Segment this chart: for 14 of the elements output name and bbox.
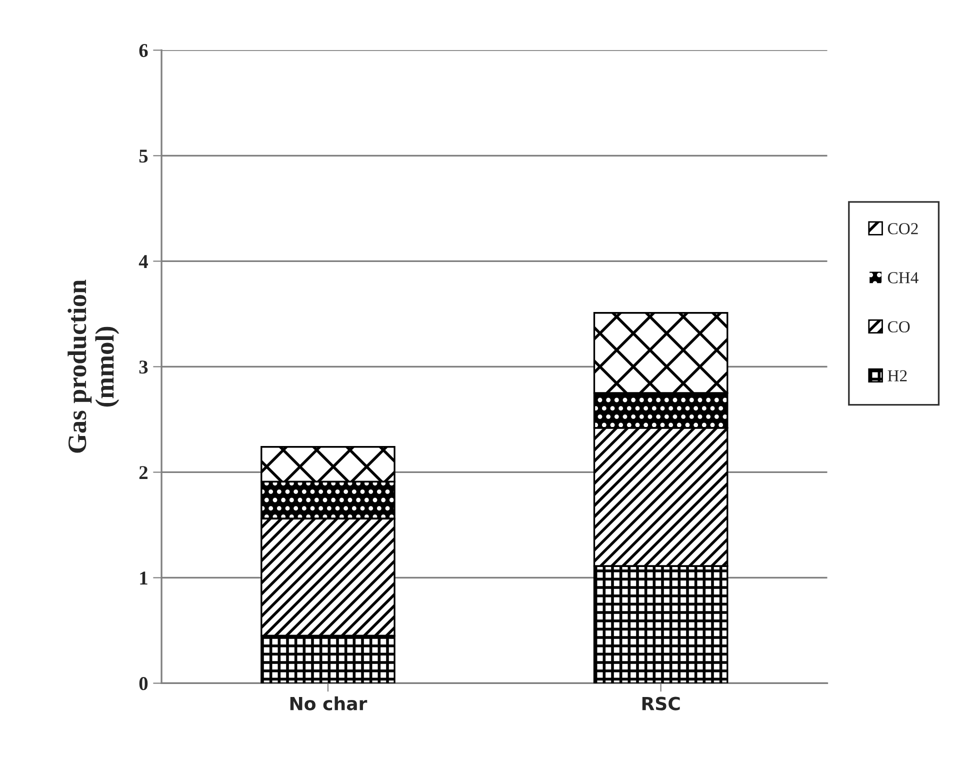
- y-axis-title: Gas production (mmol): [68, 280, 120, 453]
- y-tick-label: 5: [139, 150, 148, 163]
- x-tick-label: RSC: [642, 696, 680, 710]
- y-tick-label: 3: [139, 360, 148, 374]
- legend-label: H2: [888, 370, 907, 382]
- y-tick-label: 6: [139, 44, 148, 58]
- y-tick-label: 4: [138, 255, 148, 268]
- y-tick-label: 2: [139, 466, 148, 479]
- legend-label: CH4: [888, 272, 918, 284]
- y-tick-label: 1: [140, 572, 148, 584]
- legend-label: CO: [888, 321, 910, 332]
- x-tick-label: No char: [290, 696, 368, 710]
- legend-label: CO2: [888, 223, 918, 234]
- y-tick-label: 0: [139, 677, 148, 690]
